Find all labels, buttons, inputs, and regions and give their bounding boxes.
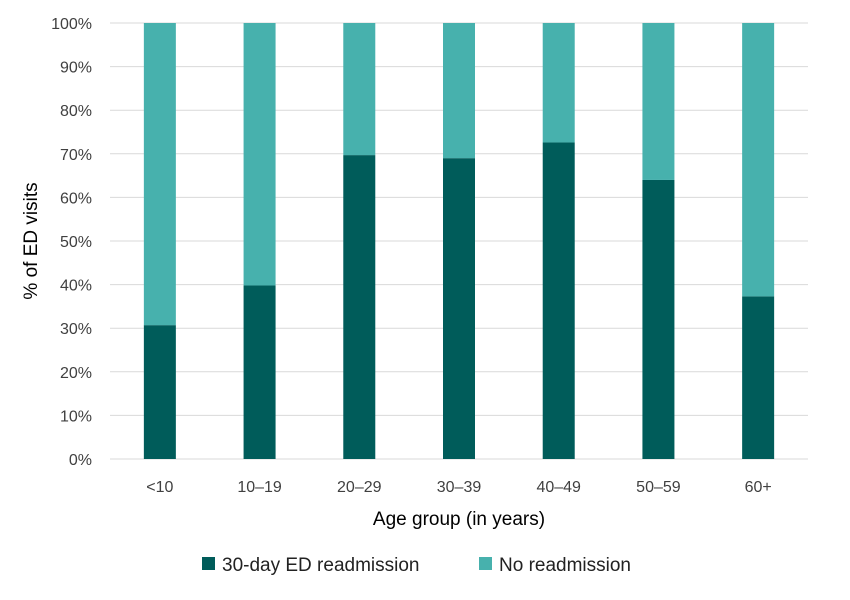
y-tick-label: 100% <box>51 16 92 33</box>
x-axis-title: Age group (in years) <box>373 509 545 530</box>
bars <box>143 23 775 460</box>
bar-no-readmission <box>143 23 176 326</box>
x-tick-label: <10 <box>146 479 173 496</box>
bar-readmission <box>343 155 376 459</box>
x-tick-label: 10–19 <box>237 479 282 496</box>
y-tick-label: 80% <box>60 103 92 120</box>
y-tick-label: 50% <box>60 234 92 251</box>
bar-no-readmission <box>742 23 775 297</box>
bar-readmission <box>243 285 276 459</box>
x-tick-label: 40–49 <box>536 479 581 496</box>
y-tick-label: 30% <box>60 321 92 338</box>
bar-readmission <box>542 142 575 460</box>
y-axis-title: % of ED visits <box>21 182 42 299</box>
bar-readmission <box>642 179 675 459</box>
y-axis-ticks: 0% 10% 20% 30% 40% 50% 60% 70% 80% 90% 100% <box>51 16 92 469</box>
bar-no-readmission <box>243 23 276 286</box>
x-tick-label: 60+ <box>745 479 772 496</box>
y-tick-label: 60% <box>60 190 92 207</box>
y-tick-label: 70% <box>60 147 92 164</box>
x-tick-label: 30–39 <box>437 479 482 496</box>
legend-label-readmission: 30-day ED readmission <box>222 555 419 576</box>
x-axis-ticks: <10 10–19 20–29 30–39 40–49 50–59 60+ <box>146 479 771 496</box>
legend-label-no-readmission: No readmission <box>499 555 631 576</box>
y-tick-label: 10% <box>60 408 92 425</box>
bar-no-readmission <box>642 23 675 180</box>
legend-swatch-readmission <box>202 557 215 570</box>
bar-readmission <box>742 296 775 459</box>
bar-no-readmission <box>443 23 475 159</box>
y-tick-label: 20% <box>60 365 92 382</box>
bar-readmission <box>143 325 176 459</box>
bar-no-readmission <box>343 23 376 156</box>
x-tick-label: 50–59 <box>636 479 681 496</box>
y-tick-label: 0% <box>69 452 92 469</box>
bar-no-readmission <box>542 23 575 143</box>
bar-readmission <box>443 158 475 459</box>
y-tick-label: 90% <box>60 60 92 77</box>
x-tick-label: 20–29 <box>337 479 382 496</box>
y-tick-label: 40% <box>60 278 92 295</box>
legend-swatch-no-readmission <box>479 557 492 570</box>
legend: 30-day ED readmission No readmission <box>202 555 631 576</box>
